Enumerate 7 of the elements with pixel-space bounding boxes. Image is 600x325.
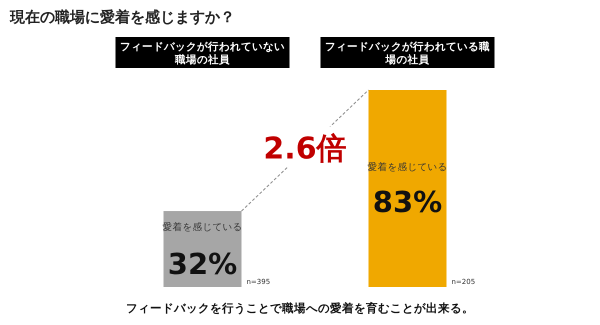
- x-tick-label: フィードバックが行われていない職場の社員: [120, 40, 285, 66]
- data-label: 83%: [372, 185, 442, 219]
- x-tick-label: フィードバックが行われている職場の社員: [325, 40, 490, 66]
- chart-title: 現在の職場に愛着を感じますか？: [9, 8, 235, 26]
- text: フィードバックを行うことで職場への愛着を育むことが出来る。: [126, 301, 474, 315]
- data-label: 32%: [168, 247, 238, 282]
- annotation: 2.6倍: [263, 132, 347, 167]
